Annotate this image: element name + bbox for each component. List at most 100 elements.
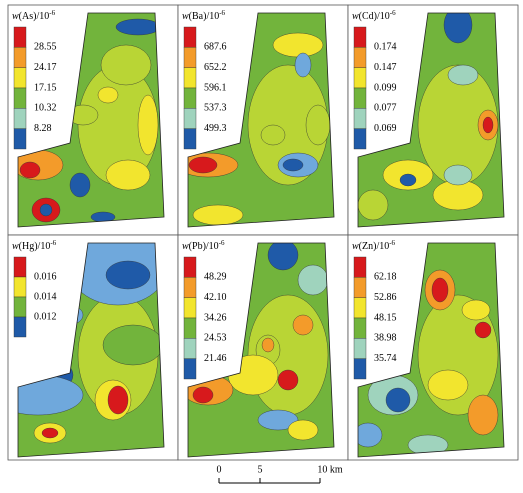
legend-swatch (13, 108, 27, 129)
legend-label: 35.74 (374, 353, 397, 364)
legend-swatch (183, 47, 197, 68)
legend-label: 17.15 (34, 82, 57, 93)
map-zone (272, 32, 324, 58)
map-panel: w(Cd)/10-6 0.174 0.147 0.099 0.077 0.069 (347, 4, 519, 236)
map-zone (257, 409, 299, 431)
map-outline (187, 12, 335, 228)
map-outline (357, 242, 505, 458)
legend-swatch (13, 87, 27, 109)
map-outline (17, 242, 165, 458)
map-zone (267, 243, 299, 271)
legend-label: 28.55 (34, 42, 57, 53)
legend-label: 62.18 (374, 272, 397, 283)
title-exp: -6 (49, 9, 55, 17)
title-rest: (As)/10 (19, 11, 50, 22)
map-zone (19, 161, 41, 179)
legend-swatch (353, 67, 367, 89)
map-zone (399, 173, 417, 187)
legend-swatch (183, 317, 197, 339)
title-exp: -6 (219, 9, 225, 17)
legend-label: 0.069 (374, 123, 397, 134)
map-zone (282, 158, 304, 172)
scale-label: 0 (217, 464, 222, 475)
legend-swatch (353, 277, 367, 298)
panel-title: w(Cd)/10-6 (352, 9, 396, 23)
legend-swatch (13, 128, 27, 150)
legend-label: 0.014 (34, 291, 57, 302)
scale-label: 5 (258, 464, 263, 475)
legend-label: 499.3 (204, 123, 227, 134)
title-exp: -6 (50, 239, 56, 247)
map-zone (292, 314, 314, 336)
map-zone (105, 159, 151, 191)
map-outline (17, 12, 165, 228)
legend-label: 652.2 (204, 62, 227, 73)
map-zone (443, 13, 473, 44)
title-rest: (Cd)/10 (359, 11, 390, 22)
legend-label: 687.6 (204, 42, 227, 53)
map-zone (358, 422, 383, 448)
legend-swatch (353, 87, 367, 109)
title-var: w (12, 241, 19, 252)
legend-label: 0.099 (374, 82, 397, 93)
title-var: w (182, 241, 189, 252)
title-rest: (Hg)/10 (19, 241, 51, 252)
map-panel: w(As)/10-6 28.55 24.17 17.15 10.32 8.28 (7, 4, 179, 236)
legend-label: 0.147 (374, 62, 397, 73)
title-var: w (182, 11, 189, 22)
map-zone (97, 86, 119, 104)
legend-label: 8.28 (34, 123, 52, 134)
legend-label: 0.016 (34, 271, 57, 282)
legend-swatch (13, 256, 27, 278)
title-exp: -6 (390, 9, 396, 17)
map-zone (100, 44, 152, 86)
legend-swatch (13, 26, 27, 48)
legend-swatch (183, 26, 197, 48)
legend-label: 596.1 (204, 82, 227, 93)
legend-label: 21.46 (204, 353, 227, 364)
legend-label: 24.53 (204, 333, 227, 344)
title-exp: -6 (389, 239, 395, 247)
panel-title: w(Pb)/10-6 (182, 239, 225, 253)
map-zone (305, 104, 331, 146)
legend-swatch (353, 338, 367, 359)
legend-label: 34.26 (204, 312, 227, 323)
map-zone (192, 204, 244, 226)
legend-swatch (353, 26, 367, 48)
map-zone (294, 52, 312, 78)
title-var: w (352, 11, 359, 22)
map-zone (431, 277, 449, 303)
legend-swatch (183, 277, 197, 298)
scale-label: 10 km (317, 464, 343, 475)
legend-label: 10.32 (34, 103, 57, 114)
legend-label: 24.17 (34, 62, 57, 73)
map-zone (287, 419, 319, 441)
map-outline (187, 242, 335, 458)
panel-title: w(Ba)/10-6 (182, 9, 226, 23)
legend-swatch (183, 108, 197, 129)
legend-swatch (183, 297, 197, 319)
legend-swatch (183, 256, 197, 278)
map-zone (69, 172, 91, 198)
legend-swatch (353, 108, 367, 129)
map-zone (188, 156, 218, 174)
legend-label: 0.174 (374, 42, 397, 53)
panel-title: w(Zn)/10-6 (352, 239, 396, 253)
title-exp: -6 (219, 239, 225, 247)
title-rest: (Zn)/10 (359, 241, 390, 252)
map-panel: w(Zn)/10-6 62.18 52.86 48.15 38.98 35.74 (347, 234, 519, 461)
legend-swatch (353, 297, 367, 319)
legend-swatch (183, 128, 197, 150)
panel-title: w(As)/10-6 (12, 9, 56, 23)
map-panel: w(Pb)/10-6 48.29 42.10 34.26 24.53 21.46 (177, 234, 349, 461)
legend-swatch (353, 47, 367, 68)
legend-label: 48.29 (204, 272, 227, 283)
map-zone (447, 64, 479, 86)
map-zone (115, 18, 161, 36)
map-zone (467, 394, 499, 436)
legend-swatch (353, 358, 367, 380)
legend-swatch (13, 316, 27, 338)
map-zone (260, 124, 286, 146)
map-zone (427, 369, 469, 401)
